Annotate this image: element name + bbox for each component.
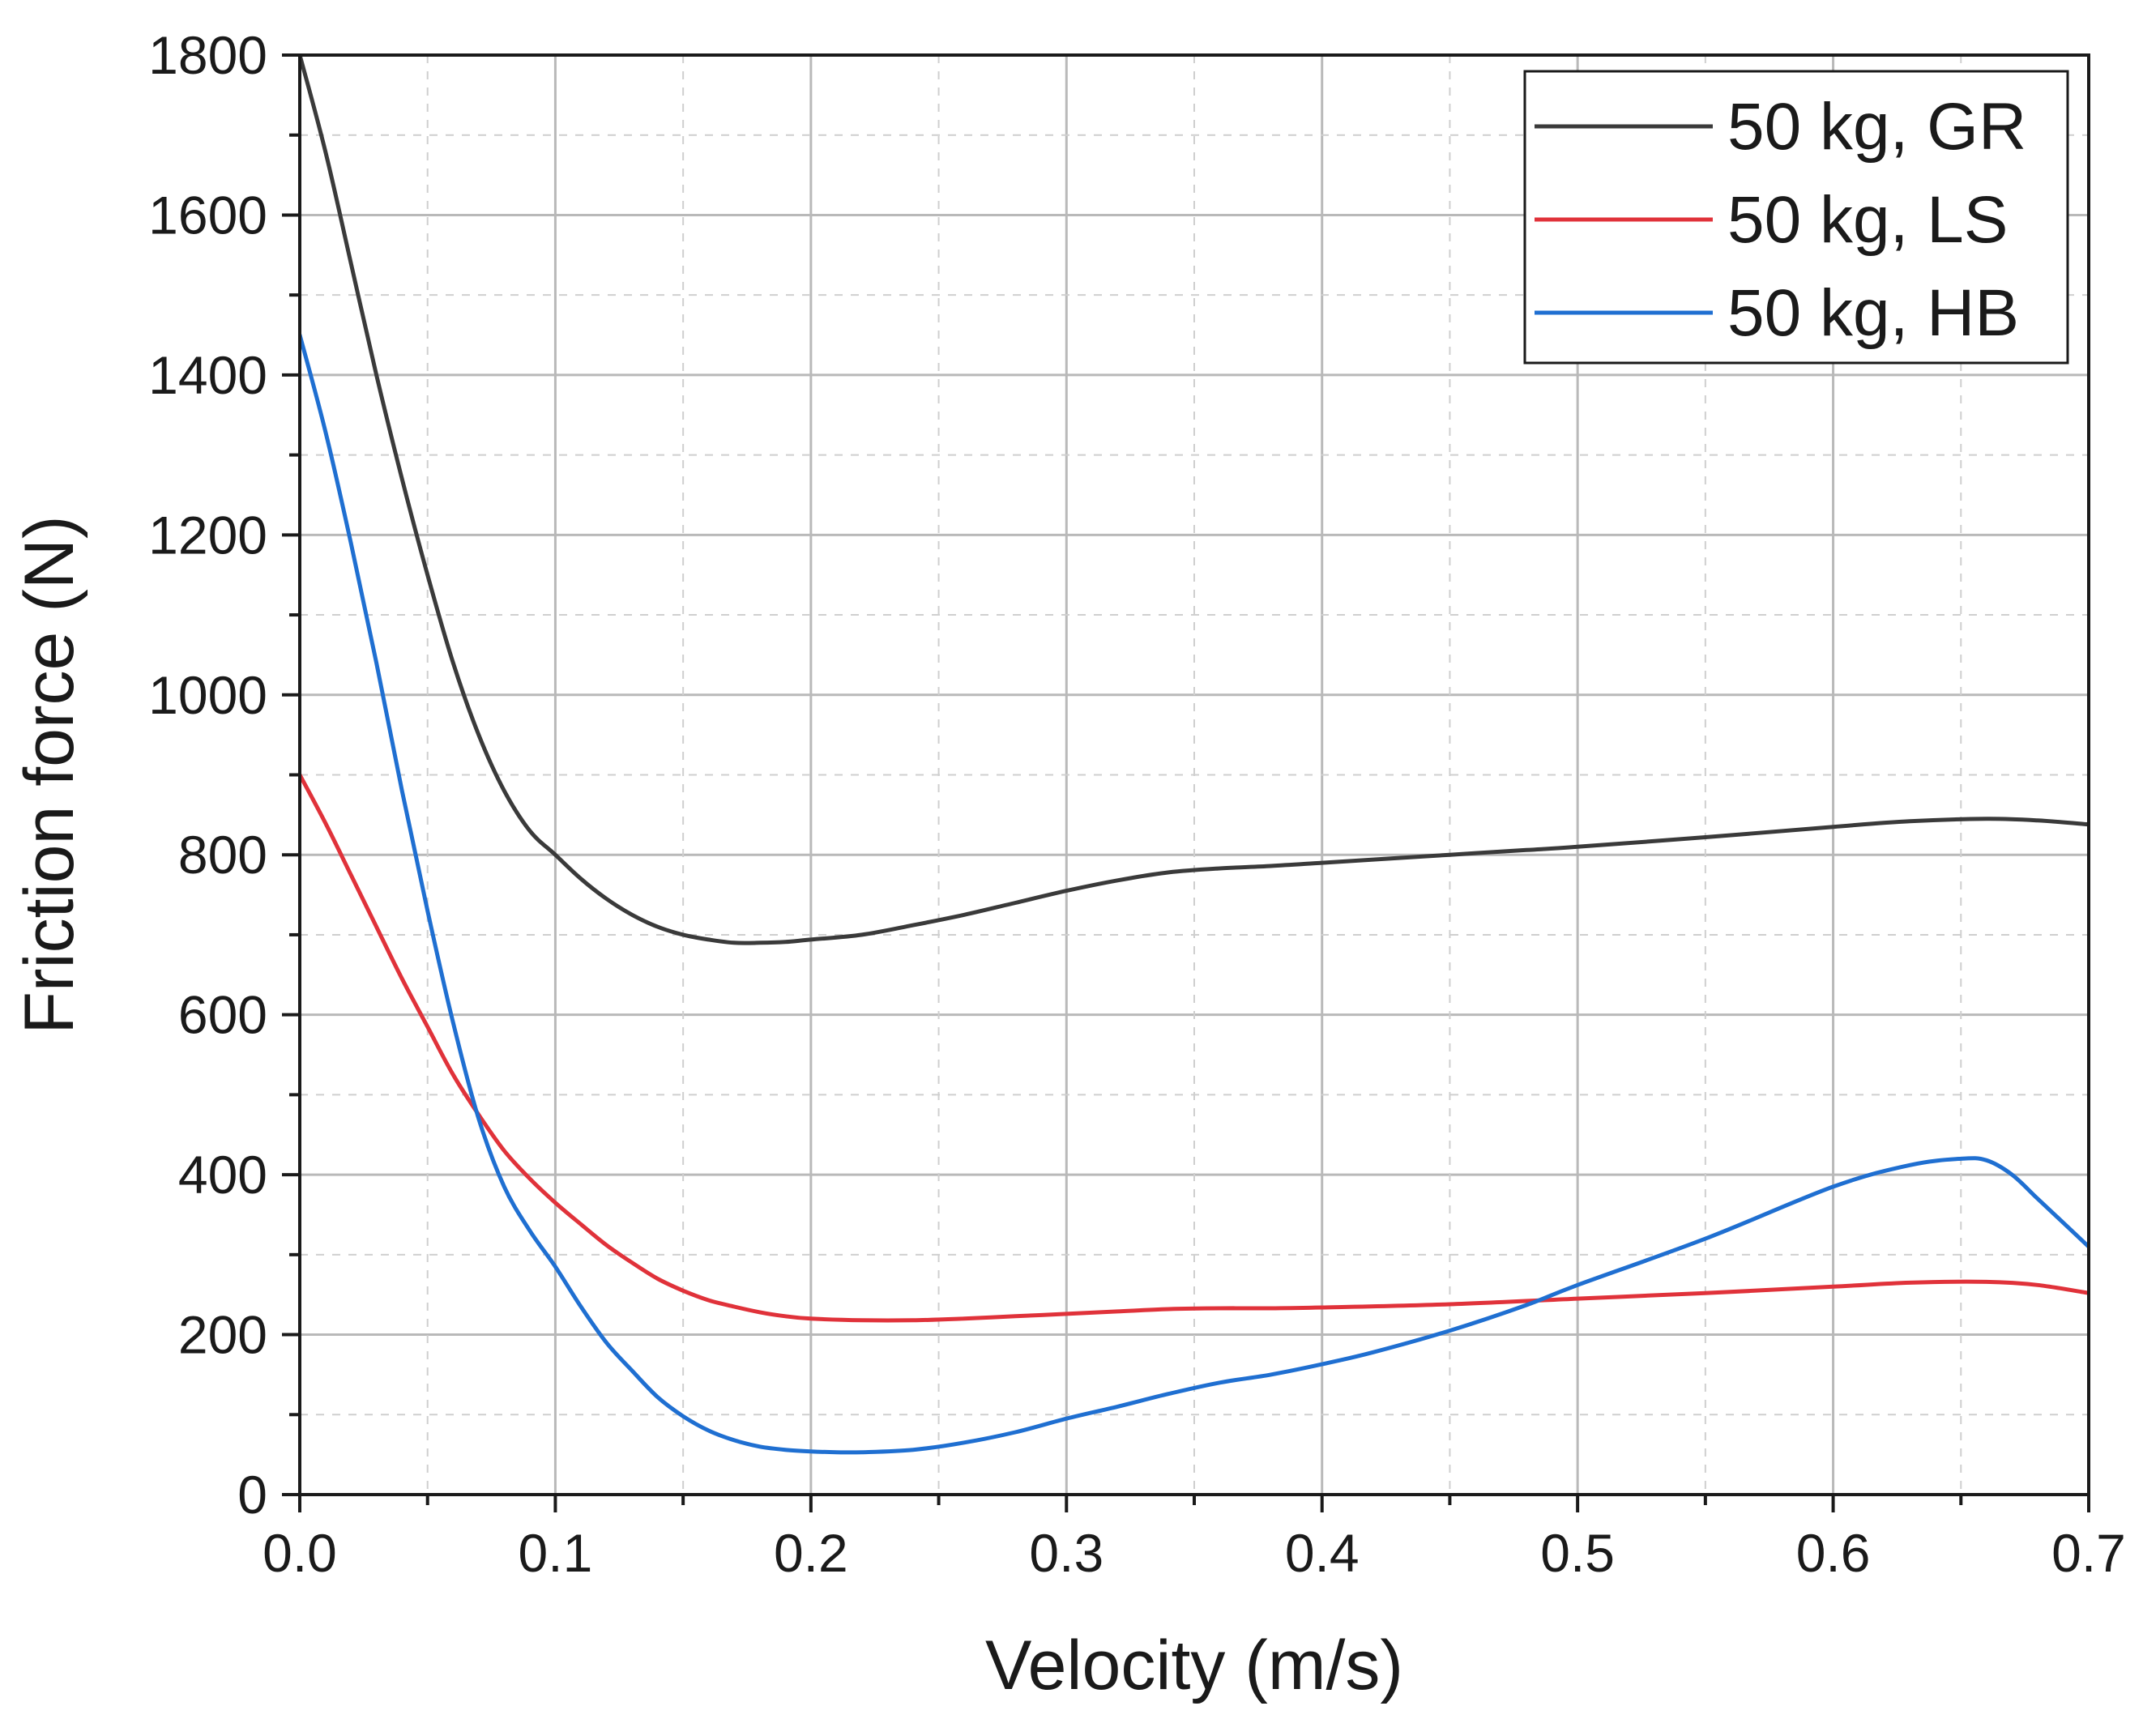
- x-tick-label: 0.2: [774, 1523, 848, 1583]
- y-tick-label: 1400: [148, 345, 267, 405]
- y-tick-label: 1200: [148, 505, 267, 565]
- x-tick-label: 0.6: [1796, 1523, 1871, 1583]
- legend-label-1: 50 kg, GR: [1727, 90, 2026, 164]
- y-tick-label: 600: [178, 985, 267, 1045]
- y-axis-title: Friction force (N): [11, 515, 88, 1034]
- legend-label-3: 50 kg, HB: [1727, 276, 2019, 350]
- series-line-3: [300, 333, 2089, 1455]
- y-tick-label: 1600: [148, 185, 267, 245]
- y-tick-label: 1800: [148, 25, 267, 85]
- x-tick-label: 0.1: [519, 1523, 593, 1583]
- series-line-1: [300, 55, 2089, 945]
- x-tick-label: 0.3: [1029, 1523, 1104, 1583]
- y-tick-label: 0: [237, 1465, 267, 1525]
- x-tick-label: 0.7: [2051, 1523, 2126, 1583]
- y-tick-label: 200: [178, 1305, 267, 1365]
- y-tick-label: 400: [178, 1145, 267, 1205]
- x-axis-title: Velocity (m/s): [985, 1627, 1403, 1704]
- x-tick-label: 0.0: [263, 1523, 337, 1583]
- series-line-2: [300, 773, 2089, 1323]
- ticks-layer: 0.0 0.1 0.2 0.3 0.4 0.5 0.6 0.7 0 200 400 600 800 100…: [148, 25, 2126, 1583]
- x-tick-label: 0.5: [1540, 1523, 1615, 1583]
- y-tick-label: 800: [178, 825, 267, 885]
- x-tick-label: 0.4: [1285, 1523, 1360, 1583]
- y-tick-label: 1000: [148, 665, 267, 725]
- series-layer: [300, 55, 2089, 1455]
- legend: 50 kg, GR 50 kg, LS 50 kg, HB: [1523, 70, 2069, 365]
- legend-label-2: 50 kg, LS: [1727, 183, 2008, 257]
